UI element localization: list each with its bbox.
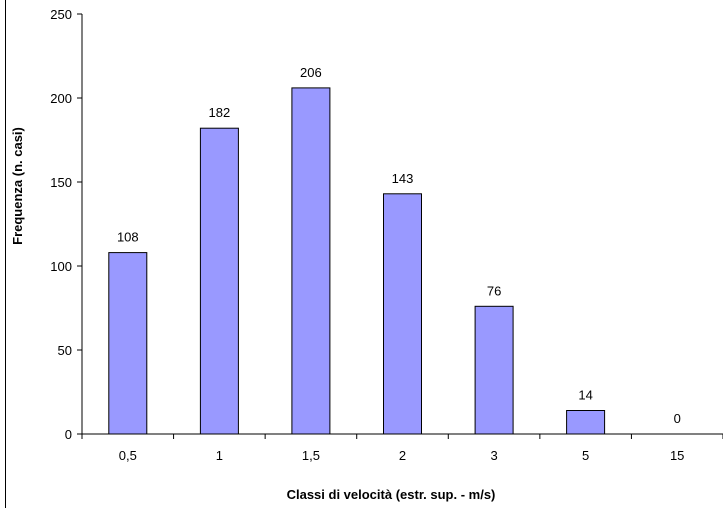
y-tick-label: 150 [50,175,72,190]
y-tick-label: 200 [50,91,72,106]
data-label: 14 [578,388,592,403]
x-axis-title: Classi di velocità (estr. sup. - m/s) [287,487,496,502]
data-label: 76 [487,283,501,298]
x-tick-label: 1,5 [302,448,320,463]
bar [474,305,514,435]
data-label: 108 [117,230,139,245]
x-tick-label: 1 [216,448,223,463]
axes-group [77,13,723,439]
data-label: 206 [300,65,322,80]
bar [383,193,422,435]
data-label: 143 [392,171,414,186]
bar [199,127,239,435]
x-tick-label: 15 [670,448,684,463]
y-tick-label: 100 [50,259,72,274]
bar [108,252,148,435]
x-tick-label: 3 [490,448,497,463]
y-axis-title: Frequenza (n. casi) [10,127,25,245]
bar [566,410,606,435]
y-tick-label: 50 [58,343,72,358]
y-tick-label: 0 [65,427,72,442]
data-label: 182 [209,105,231,120]
bar [291,87,331,435]
x-tick-label: 5 [582,448,589,463]
labels-group: 1080,518212061,5143276314501505010015020… [50,7,684,463]
data-label: 0 [674,411,681,426]
x-tick-label: 2 [399,448,406,463]
x-tick-label: 0,5 [119,448,137,463]
y-tick-label: 250 [50,7,72,22]
bars-group [108,87,606,435]
